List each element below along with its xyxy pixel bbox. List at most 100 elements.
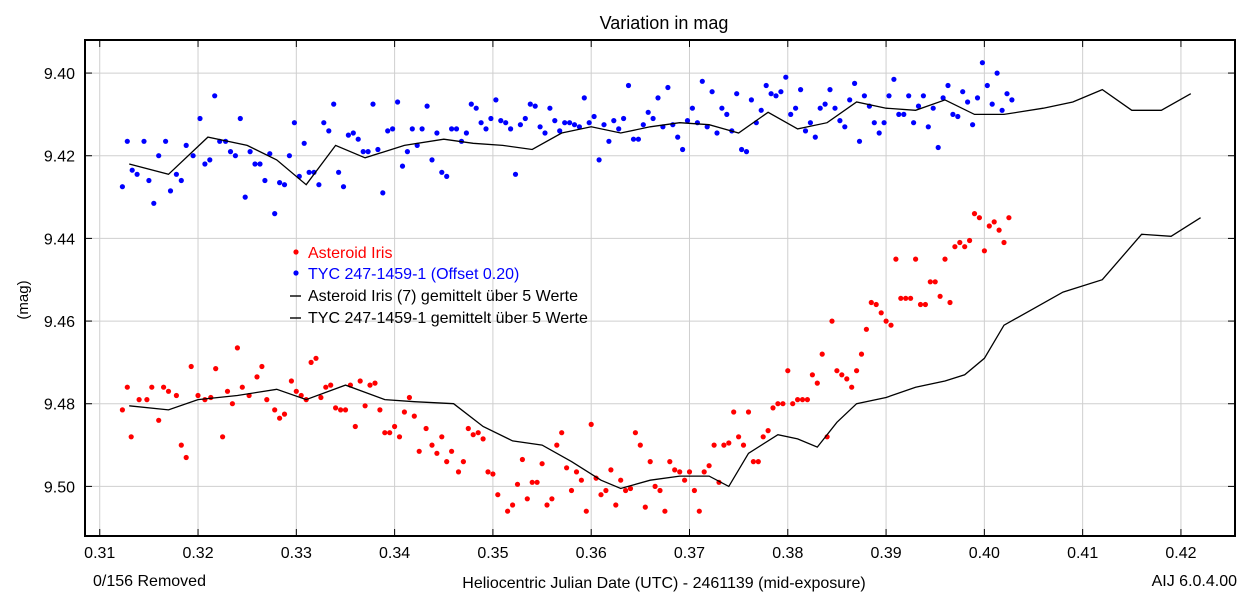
data-point-0 [165, 388, 172, 394]
data-point-0 [868, 299, 874, 306]
data-point-0 [731, 409, 737, 415]
data-point-1 [793, 105, 799, 111]
data-point-1 [852, 80, 858, 86]
data-point-1 [281, 182, 288, 188]
data-point-1 [399, 163, 406, 169]
data-point-1 [272, 211, 278, 217]
data-point-0 [627, 485, 634, 492]
series-group-2 [129, 217, 1201, 490]
data-point-0 [888, 322, 894, 328]
data-point-1 [739, 146, 745, 153]
data-point-1 [134, 171, 140, 177]
data-point-0 [377, 407, 383, 413]
data-point-0 [844, 376, 850, 382]
data-point-1 [915, 103, 922, 109]
data-point-1 [768, 91, 774, 97]
y-tick-label: 9.50 [44, 479, 75, 496]
data-point-1 [709, 89, 715, 95]
data-point-0 [696, 508, 702, 514]
data-point-0 [156, 417, 162, 423]
y-tick-label: 9.42 [44, 149, 75, 166]
data-point-1 [385, 128, 391, 134]
data-point-1 [930, 105, 936, 111]
data-point-1 [547, 105, 553, 111]
data-point-1 [340, 184, 347, 190]
data-point-1 [680, 146, 686, 153]
data-point-1 [468, 101, 474, 107]
data-point-0 [229, 401, 235, 407]
data-point-1 [252, 161, 258, 167]
data-point-1 [202, 161, 208, 167]
data-point-0 [439, 434, 445, 440]
data-point-0 [480, 436, 486, 442]
data-point-1 [453, 126, 460, 132]
data-point-1 [743, 149, 750, 155]
data-point-1 [974, 95, 981, 101]
data-point-0 [711, 442, 717, 448]
data-point-1 [650, 115, 656, 122]
data-point-1 [488, 115, 494, 122]
data-point-0 [814, 380, 820, 386]
data-point-0 [686, 469, 693, 475]
data-point-0 [799, 397, 806, 403]
data-point-1 [434, 130, 440, 136]
legend-label-tyc: TYC 247-1459-1 (Offset 0.20) [308, 266, 519, 283]
data-point-0 [1001, 239, 1007, 246]
series-line-3 [129, 88, 1192, 186]
data-point-1 [483, 126, 489, 132]
data-point-0 [682, 477, 688, 483]
data-point-1 [591, 113, 597, 120]
data-point-1 [616, 126, 622, 132]
data-point-1 [419, 126, 425, 132]
data-point-0 [834, 368, 840, 374]
data-point-1 [763, 82, 769, 89]
data-point-0 [465, 425, 471, 432]
data-point-1 [837, 118, 843, 124]
data-point-0 [603, 487, 609, 494]
data-point-1 [517, 122, 524, 128]
data-point-1 [935, 144, 941, 151]
data-point-1 [232, 153, 238, 159]
data-point-0 [308, 359, 314, 365]
plot-frame [84, 39, 1236, 537]
data-point-0 [136, 397, 142, 403]
data-point-1 [645, 109, 651, 115]
data-point-0 [750, 459, 757, 465]
data-point-1 [979, 60, 986, 66]
data-point-0 [475, 430, 481, 436]
data-point-1 [1004, 91, 1010, 97]
data-point-1 [247, 149, 253, 155]
data-point-1 [842, 124, 848, 130]
data-point-0 [401, 409, 407, 415]
data-point-0 [613, 502, 619, 508]
data-point-0 [947, 299, 953, 306]
data-point-0 [195, 392, 201, 399]
data-point-1 [861, 93, 868, 99]
x-tick-label: 0.38 [772, 545, 803, 562]
data-point-0 [188, 363, 194, 370]
series-group-0 [119, 211, 1012, 514]
data-point-1 [596, 157, 602, 163]
data-point-1 [429, 157, 435, 163]
data-point-1 [562, 120, 568, 126]
data-point-0 [352, 423, 358, 430]
data-point-0 [652, 483, 658, 489]
data-point-0 [259, 363, 265, 370]
data-point-1 [999, 107, 1005, 113]
data-point-1 [532, 103, 538, 109]
x-tick-label: 0.33 [281, 545, 312, 562]
data-point-1 [832, 105, 838, 111]
data-point-1 [970, 122, 976, 128]
data-point-0 [382, 430, 388, 436]
data-point-1 [557, 128, 563, 134]
data-point-1 [197, 115, 203, 122]
data-point-0 [549, 496, 555, 502]
data-point-0 [618, 477, 624, 483]
data-point-0 [785, 368, 791, 374]
data-point-0 [755, 459, 761, 465]
data-point-1 [336, 169, 342, 175]
data-point-0 [313, 355, 319, 361]
data-point-1 [178, 177, 184, 184]
data-point-1 [965, 99, 971, 105]
